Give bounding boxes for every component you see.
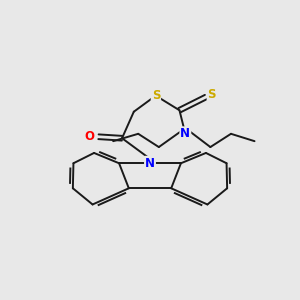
Text: O: O xyxy=(85,130,94,143)
Text: N: N xyxy=(180,127,190,140)
Text: N: N xyxy=(145,157,155,170)
Text: S: S xyxy=(208,88,216,100)
Text: S: S xyxy=(152,89,160,102)
